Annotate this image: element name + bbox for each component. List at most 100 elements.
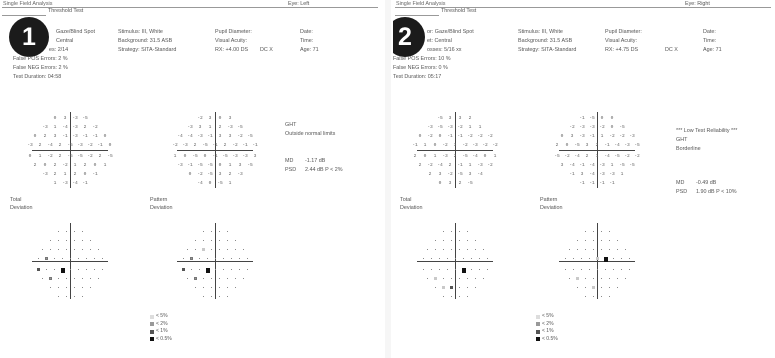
threshold-value: 3 [448,116,452,121]
normal-point-dot [585,287,586,288]
normal-point-dot [463,258,464,259]
eye-value: Right [697,1,710,7]
threshold-value: 3 [560,163,564,168]
normal-point-dot [451,278,452,279]
threshold-value: 1 [468,163,472,168]
threshold-value: 1 [103,163,107,168]
normal-point-dot [597,269,598,270]
normal-point-dot [50,240,51,241]
normal-point-dot [82,231,83,232]
normal-point-dot [431,258,432,259]
dc: DC X [665,47,678,53]
threshold-value: -5 [554,154,560,159]
ght-label: GHT [676,137,688,143]
legend-label: < 1% [542,328,554,334]
normal-point-dot [187,278,188,279]
threshold-value: -3 [77,143,83,148]
normal-point-dot [203,287,204,288]
normal-point-dot [90,249,91,250]
normal-point-dot [195,287,196,288]
normal-point-dot [439,269,440,270]
normal-point-dot [199,269,200,270]
normal-point-dot [66,240,67,241]
threshold-value: -2 [232,143,238,148]
threshold-value: -2 [237,134,243,139]
normal-point-dot [199,258,200,259]
threshold-value: 0 [203,154,207,159]
legend-row: < 5% [536,313,558,321]
threshold-value: 2 [218,125,222,130]
normal-point-dot [82,278,83,279]
prob-lt-2-icon [49,277,52,280]
normal-point-dot [431,269,432,270]
threshold-value: -3 [62,181,68,186]
normal-point-dot [215,269,216,270]
normal-point-dot [62,258,63,259]
eye-value: Left [300,1,310,7]
threshold-value: -3 [589,125,595,130]
threshold-value: 0 [43,163,47,168]
prob-lt-1-icon [450,286,453,289]
threshold-value: -2 [457,125,463,130]
threshold-value: -4 [589,172,595,177]
threshold-value: -4 [614,143,620,148]
background: Background: 31.5 ASB [518,38,573,44]
threshold-value: 0 [208,181,212,186]
normal-point-dot [451,249,452,250]
threshold-value: 0 [433,143,437,148]
normal-point-dot [90,287,91,288]
normal-point-dot [459,240,460,241]
normal-point-dot [78,258,79,259]
probability-legend: < 5% < 2% < 1% < 0.5% [150,313,172,343]
normal-point-dot [203,278,204,279]
normal-point-dot [479,258,480,259]
false-pos-errors: False POS Errors: 10 % [393,56,451,62]
threshold-value: 2 [98,154,102,159]
normal-point-dot [427,278,428,279]
threshold-value: 2 [53,172,57,177]
normal-point-dot [479,269,480,270]
threshold-value: -1 [579,116,585,121]
threshold-value: -1 [242,143,248,148]
total-deviation-label-1: Total [400,197,412,203]
threshold-value: -3 [609,172,615,177]
normal-point-dot [581,258,582,259]
threshold-value: -1 [212,143,218,148]
threshold-value: 0 [610,125,614,130]
normal-point-dot [443,296,444,297]
threshold-value: 2 [73,172,77,177]
normal-point-dot [435,249,436,250]
threshold-value: 1 [468,125,472,130]
threshold-value: -3 [624,143,630,148]
normal-point-dot [98,249,99,250]
reliability-warning: *** Low Test Reliability *** [676,128,738,134]
threshold-value: -5 [247,134,253,139]
psd-label: PSD [676,189,688,195]
threshold-value: -5 [207,163,213,168]
normal-point-dot [90,240,91,241]
plot-vertical-axis [455,112,456,188]
normal-point-dot [219,249,220,250]
threshold-value: 2 [33,163,37,168]
normal-point-dot [447,258,448,259]
threshold-value: 3 [585,143,589,148]
threshold-value: 2 [595,143,599,148]
threshold-value: -5 [67,154,73,159]
normal-point-dot [573,258,574,259]
header-rule [395,7,771,8]
normal-point-dot [227,287,228,288]
panel-separator [385,0,391,358]
threshold-value: 1 [423,143,427,148]
threshold-value: -3 [72,125,78,130]
threshold-value: 2 [38,143,42,148]
normal-point-dot [593,240,594,241]
prob-lt-5-icon [592,286,595,289]
normal-point-dot [629,269,630,270]
legend-swatch-icon [536,337,540,342]
threshold-value: 1 [478,125,482,130]
threshold-value: 3 [580,172,584,177]
normal-point-dot [231,258,232,259]
normal-point-dot [219,278,220,279]
normal-point-dot [613,258,614,259]
threshold-value: -2 [599,125,605,130]
